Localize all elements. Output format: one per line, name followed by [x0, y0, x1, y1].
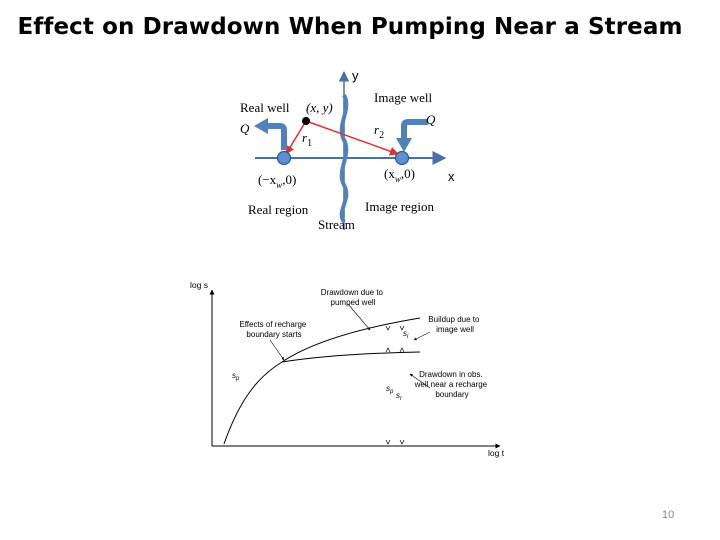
- leader-obs-well: [409, 373, 431, 389]
- obs-well-curve: [281, 351, 421, 363]
- observation-point: [302, 117, 310, 125]
- real-well-coordinates: (−xw,0): [258, 172, 296, 190]
- x-axis-label: x: [448, 169, 455, 184]
- sp-label-left: sp: [232, 371, 240, 382]
- r2-label: r2: [374, 122, 384, 141]
- recharge-arrow-icon: [401, 119, 428, 140]
- leader-recharge-start: [269, 339, 285, 361]
- image-well-icon: [394, 150, 410, 166]
- annotation-recharge-start: Effects of recharge boundary starts: [239, 320, 308, 339]
- annotation-buildup: Buildup due to image well: [428, 315, 481, 334]
- q-right-label: Q: [426, 112, 436, 127]
- real-well-label: Real well: [240, 100, 290, 115]
- discharge-arrowhead-icon: [254, 118, 268, 134]
- leader-buildup: [413, 331, 431, 341]
- recharge-arrowhead-icon: [396, 138, 412, 152]
- real-well-icon: [276, 150, 292, 166]
- si-label: si: [403, 329, 409, 340]
- slide-title: Effect on Drawdown When Pumping Near a S…: [17, 14, 683, 40]
- page-number: 10: [662, 509, 675, 521]
- leader-pumped: [347, 303, 371, 331]
- sr-label: sr: [396, 391, 403, 402]
- sp-label-mid: sp: [386, 384, 394, 395]
- image-region-label: Image region: [365, 199, 434, 214]
- interval-marks: [385, 325, 405, 445]
- q-left-label: Q: [240, 121, 250, 136]
- stream-label: Stream: [318, 217, 355, 232]
- stream-line: [339, 94, 349, 224]
- image-well-label: Image well: [374, 90, 433, 105]
- real-region-label: Real region: [248, 202, 309, 217]
- annotation-obs-well: Drawdown in obs. well near a recharge bo…: [414, 370, 490, 399]
- r1-label: r1: [302, 130, 312, 149]
- graph-y-axis-label: log s: [190, 280, 208, 290]
- point-label: (x, y): [306, 100, 333, 115]
- annotation-pumped-well: Drawdown due to pumped well: [321, 288, 386, 307]
- discharge-arrow-icon: [266, 123, 287, 150]
- y-axis-label: y: [352, 68, 359, 83]
- image-well-coordinates: (xw,0): [384, 166, 415, 184]
- radius-r1-line: [285, 120, 307, 155]
- graph-x-axis-label: log t: [488, 448, 505, 458]
- radius-r2-line: [305, 120, 399, 156]
